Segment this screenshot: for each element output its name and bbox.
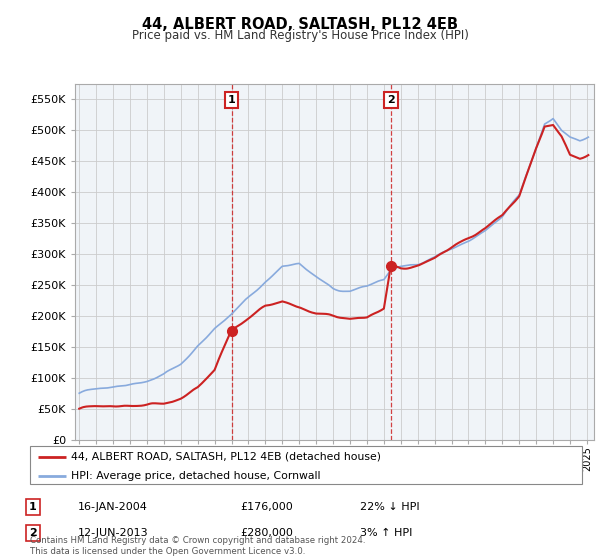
Text: £280,000: £280,000 [240,528,293,538]
Text: 44, ALBERT ROAD, SALTASH, PL12 4EB: 44, ALBERT ROAD, SALTASH, PL12 4EB [142,17,458,32]
FancyBboxPatch shape [30,446,582,484]
Text: 1: 1 [227,95,235,105]
Text: HPI: Average price, detached house, Cornwall: HPI: Average price, detached house, Corn… [71,471,321,481]
Text: 1: 1 [29,502,37,512]
Text: 22% ↓ HPI: 22% ↓ HPI [360,502,419,512]
Text: Contains HM Land Registry data © Crown copyright and database right 2024.
This d: Contains HM Land Registry data © Crown c… [30,536,365,556]
Text: 12-JUN-2013: 12-JUN-2013 [78,528,149,538]
Text: 44, ALBERT ROAD, SALTASH, PL12 4EB (detached house): 44, ALBERT ROAD, SALTASH, PL12 4EB (deta… [71,452,382,462]
Text: 3% ↑ HPI: 3% ↑ HPI [360,528,412,538]
Text: £176,000: £176,000 [240,502,293,512]
Text: 2: 2 [29,528,37,538]
Text: 16-JAN-2004: 16-JAN-2004 [78,502,148,512]
Text: 2: 2 [387,95,395,105]
Text: Price paid vs. HM Land Registry's House Price Index (HPI): Price paid vs. HM Land Registry's House … [131,29,469,42]
